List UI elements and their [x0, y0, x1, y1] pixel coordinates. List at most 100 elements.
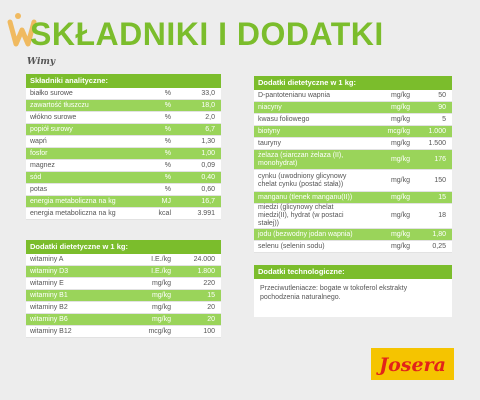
vitamin-row: witaminy B6 mg/kg 20	[26, 314, 221, 326]
dietetic-name: selenu (selenin sodu)	[258, 242, 325, 250]
analytical-row: włókno surowe% 2,0	[26, 112, 221, 124]
vitamins-panel: Dodatki dietetyczne w 1 kg: witaminy A I.…	[26, 240, 221, 338]
analytical-row: wapń% 1,30	[26, 136, 221, 148]
dietetic-value: 15	[438, 193, 446, 201]
analytical-unit: kcal	[158, 209, 171, 217]
vitamin-name: witaminy B1	[30, 291, 68, 299]
analytical-row: magnez% 0,09	[26, 160, 221, 172]
dietetic-panel: Dodatki dietetyczne w 1 kg: D-pantotenia…	[254, 76, 452, 253]
vitamin-row: witaminy A I.E./kg 24.000	[26, 254, 221, 266]
analytical-value: 33,0	[201, 89, 215, 97]
vitamin-unit: mcg/kg	[148, 327, 171, 335]
vitamin-name: witaminy A	[30, 255, 64, 263]
dietetic-row: niacyny mg/kg 90	[254, 102, 452, 114]
josera-logo: Josera	[371, 348, 454, 380]
vitamin-unit: mg/kg	[151, 315, 171, 323]
analytical-unit: %	[164, 137, 171, 145]
vitamin-name: witaminy B2	[30, 303, 68, 311]
vitamin-unit: mg/kg	[151, 303, 171, 311]
vitamin-value: 1.800	[197, 267, 215, 275]
analytical-name: wapń	[30, 137, 47, 145]
dietetic-unit: mg/kg	[390, 139, 410, 147]
dietetic-name: niacyny	[258, 103, 282, 111]
dietetic-value: 50	[438, 91, 446, 99]
analytical-name: potas	[30, 185, 48, 193]
vitamin-value: 24.000	[193, 255, 215, 263]
analytical-unit: %	[164, 125, 171, 133]
vitamin-name: witaminy B6	[30, 315, 68, 323]
dietetic-name: biotyny	[258, 127, 281, 135]
dietetic-row: biotyny mcg/kg 1.000	[254, 126, 452, 138]
vitamin-name: witaminy B12	[30, 327, 72, 335]
dietetic-row: miedzi (glicynowy chelat miedzi(II), hyd…	[254, 204, 452, 229]
dietetic-unit: mg/kg	[390, 242, 410, 250]
analytical-unit: %	[164, 89, 171, 97]
dietetic-unit: mg/kg	[390, 212, 410, 219]
vitamin-name: witaminy D3	[30, 267, 69, 275]
dietetic-value: 1,80	[432, 230, 446, 238]
dietetic-rows: D-pantotenianu wapnia mg/kg 50 niacyny mg/kg…	[254, 90, 452, 253]
josera-logo-text: Josera	[376, 354, 446, 376]
dietetic-row: manganu (tlenek manganu(II)) mg/kg 15	[254, 192, 452, 204]
vitamin-unit: I.E./kg	[151, 255, 171, 263]
analytical-value: 6,7	[205, 125, 215, 133]
vitamin-row: witaminy B2 mg/kg 20	[26, 302, 221, 314]
analytical-value: 18,0	[201, 101, 215, 109]
dietetic-name: cynku (uwodniony glicynowy chelat cynku …	[258, 172, 347, 188]
vitamin-row: witaminy E mg/kg 220	[26, 278, 221, 290]
josera-logo-background	[371, 348, 454, 380]
dietetic-value: 150	[434, 176, 446, 184]
vitamin-value: 20	[207, 303, 215, 311]
technological-text: Przeciwutleniacze: bogate w tokoferol ek…	[260, 285, 408, 301]
vitamin-unit: I.E./kg	[151, 267, 171, 275]
dietetic-value: 1.000	[428, 127, 446, 135]
analytical-row: energia metaboliczna na kg kcal 3.991	[26, 208, 221, 220]
dietetic-name: żelaza (siarczan żelaza (II), monohydrat…	[258, 151, 344, 167]
analytical-rows: białko surowe% 33,0 zawartość tłuszczu% 18,…	[26, 88, 221, 220]
analytical-unit: %	[164, 149, 171, 157]
analytical-name: fosfor	[30, 149, 48, 157]
dietetic-unit: mg/kg	[390, 115, 410, 123]
vitamins-rows: witaminy A I.E./kg 24.000 witaminy D3 I.E./k…	[26, 254, 221, 338]
dietetic-value: 0,25	[432, 242, 446, 250]
analytical-unit: %	[164, 173, 171, 181]
analytical-name: energia metaboliczna na kg	[30, 197, 116, 205]
vitamin-row: witaminy B12 mcg/kg 100	[26, 326, 221, 338]
vitamin-value: 220	[203, 279, 215, 287]
vitamin-value: 100	[203, 327, 215, 335]
analytical-name: włókno surowe	[30, 113, 77, 121]
dietetic-row: jodu (bezwodny jodan wapnia) mg/kg 1,80	[254, 229, 452, 241]
dietetic-row: D-pantotenianu wapnia mg/kg 50	[254, 90, 452, 102]
dietetic-name: tauryny	[258, 139, 281, 147]
analytical-name: popiół surowy	[30, 125, 73, 133]
vitamin-row: witaminy D3 I.E./kg 1.800	[26, 266, 221, 278]
dietetic-row: selenu (selenin sodu) mg/kg 0,25	[254, 241, 452, 253]
analytical-header: Składniki analityczne:	[26, 74, 221, 88]
dietetic-row: cynku (uwodniony glicynowy chelat cynku …	[254, 170, 452, 192]
dietetic-header: Dodatki dietetyczne w 1 kg:	[254, 76, 452, 90]
analytical-value: 0,09	[201, 161, 215, 169]
signature: Wimy	[27, 57, 56, 67]
dietetic-row: żelaza (siarczan żelaza (II), monohydrat…	[254, 150, 452, 170]
analytical-row: potas% 0,60	[26, 184, 221, 196]
analytical-name: magnez	[30, 161, 55, 169]
dietetic-value: 1.500	[428, 139, 446, 147]
dietetic-value: 18	[438, 212, 446, 219]
dietetic-unit: mcg/kg	[387, 127, 410, 135]
dietetic-row: tauryny mg/kg 1.500	[254, 138, 452, 150]
vitamin-unit: mg/kg	[151, 291, 171, 299]
dietetic-name: manganu (tlenek manganu(II))	[258, 193, 353, 201]
vitamin-name: witaminy E	[30, 279, 64, 287]
dietetic-name: D-pantotenianu wapnia	[258, 91, 330, 99]
analytical-row: fosfor% 1,00	[26, 148, 221, 160]
analytical-row: energia metaboliczna na kg MJ 16,7	[26, 196, 221, 208]
vitamin-row: witaminy B1 mg/kg 15	[26, 290, 221, 302]
dietetic-unit: mg/kg	[390, 193, 410, 201]
vitamin-unit: mg/kg	[151, 279, 171, 287]
dietetic-name: kwasu foliowego	[258, 115, 310, 123]
analytical-row: zawartość tłuszczu% 18,0	[26, 100, 221, 112]
dietetic-unit: mg/kg	[390, 230, 410, 238]
analytical-unit: %	[164, 113, 171, 121]
analytical-name: zawartość tłuszczu	[30, 101, 89, 109]
analytical-name: białko surowe	[30, 89, 73, 97]
